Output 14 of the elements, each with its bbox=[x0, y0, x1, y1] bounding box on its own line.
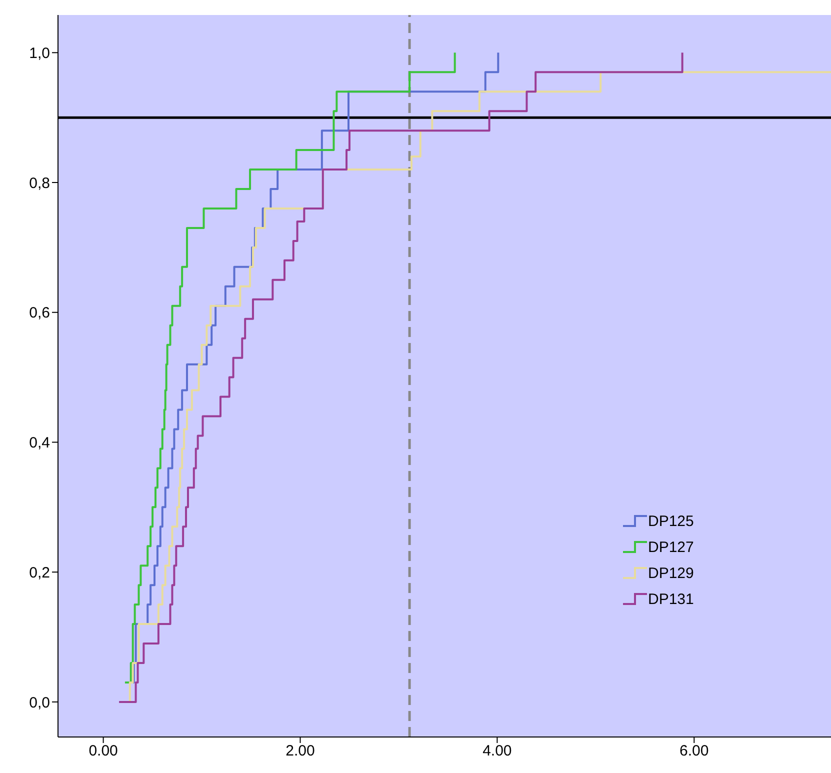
y-tick-label: 0,2 bbox=[29, 564, 50, 582]
legend-label: DP125 bbox=[648, 512, 694, 530]
x-tick-label: 2.00 bbox=[286, 742, 315, 760]
legend-label: DP127 bbox=[648, 538, 694, 556]
y-tick-label: 0,0 bbox=[29, 694, 50, 712]
x-tick-label: 0.00 bbox=[88, 742, 118, 760]
y-tick-label: 1,0 bbox=[29, 44, 50, 62]
y-tick-label: 0,6 bbox=[29, 304, 50, 322]
x-tick-label: 4.00 bbox=[482, 742, 512, 760]
y-tick-label: 0,8 bbox=[29, 174, 50, 192]
legend-label: DP131 bbox=[648, 590, 694, 608]
legend-label: DP129 bbox=[648, 564, 694, 582]
y-tick-label: 0,4 bbox=[29, 434, 50, 452]
x-tick-label: 6.00 bbox=[680, 742, 709, 760]
